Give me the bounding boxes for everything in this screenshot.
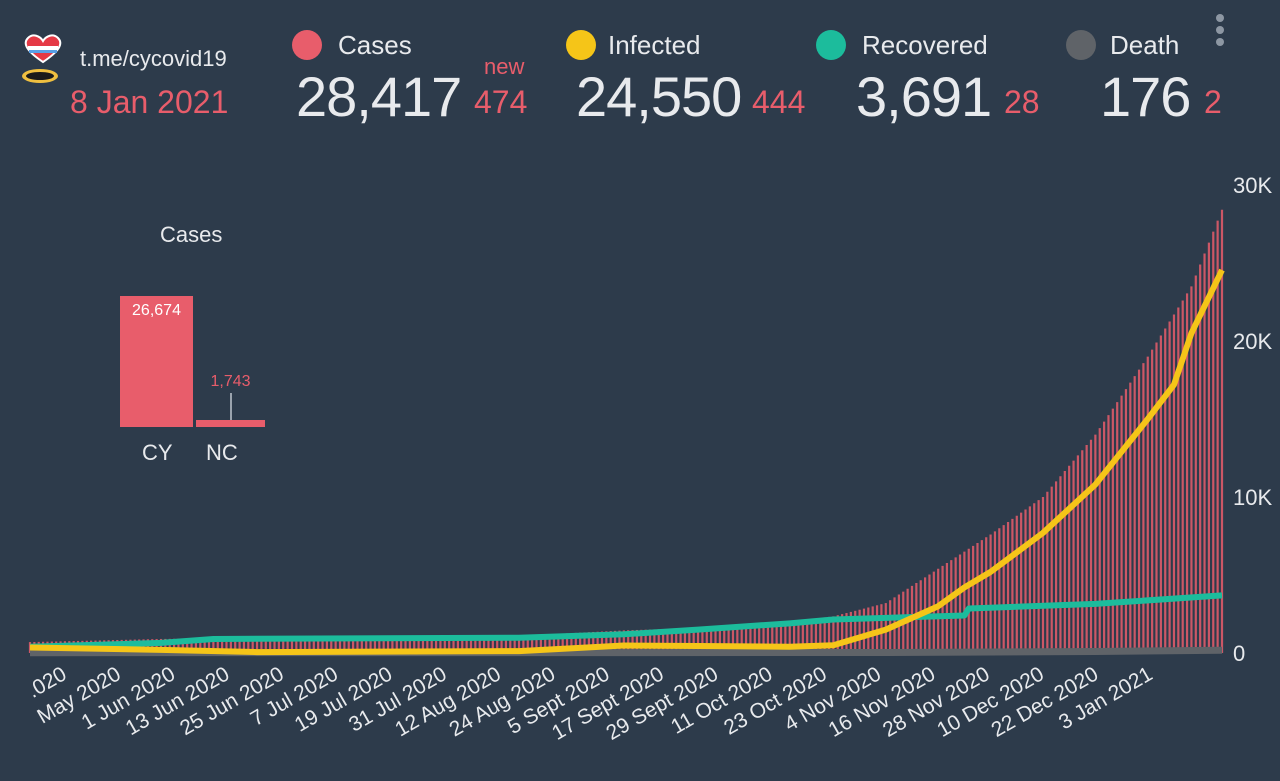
stat-value: 3,691 (856, 65, 992, 128)
stat-value: 176 (1100, 65, 1191, 128)
inset-bar-cy-value: 26,674 (132, 302, 181, 319)
inset-category-nc: NC (206, 440, 238, 465)
stat-label: Infected (608, 30, 701, 60)
stat-new: 2 (1204, 84, 1222, 120)
report-date: 8 Jan 2021 (70, 84, 229, 120)
inset-bar-nc-leader (230, 393, 232, 420)
stat-value: 28,417 (296, 65, 462, 128)
cases-dot-icon (292, 30, 322, 60)
stat-value: 24,550 (576, 65, 742, 128)
overflow-menu-icon[interactable] (1214, 14, 1226, 46)
inset-category-cy: CY (142, 440, 173, 465)
stat-label: Recovered (862, 30, 988, 60)
infected-series-line (29, 268, 1225, 656)
inset-bar-nc-value: 1,743 (210, 373, 251, 390)
stat-new: 474 (474, 84, 528, 120)
y-tick-label: 30K (1233, 173, 1272, 198)
stat-new: 28 (1004, 84, 1040, 120)
new-tag: new (484, 54, 525, 79)
recovered-series-line (29, 592, 1223, 650)
stat-label: Cases (338, 30, 412, 60)
y-tick-label: 10K (1233, 485, 1272, 510)
stat-new: 444 (752, 84, 806, 120)
death-dot-icon (1066, 30, 1096, 60)
inset-bar-cy (120, 296, 193, 427)
y-tick-label: 20K (1233, 329, 1272, 354)
infected-dot-icon (566, 30, 596, 60)
y-tick-label: 0 (1233, 641, 1245, 666)
channel-link[interactable]: t.me/cycovid19 (80, 46, 227, 71)
inset-bar-nc (196, 420, 265, 427)
recovered-dot-icon (816, 30, 846, 60)
inset-title: Cases (160, 222, 223, 247)
cyprus-heart-logo-icon (22, 34, 62, 83)
stat-label: Death (1110, 30, 1180, 60)
